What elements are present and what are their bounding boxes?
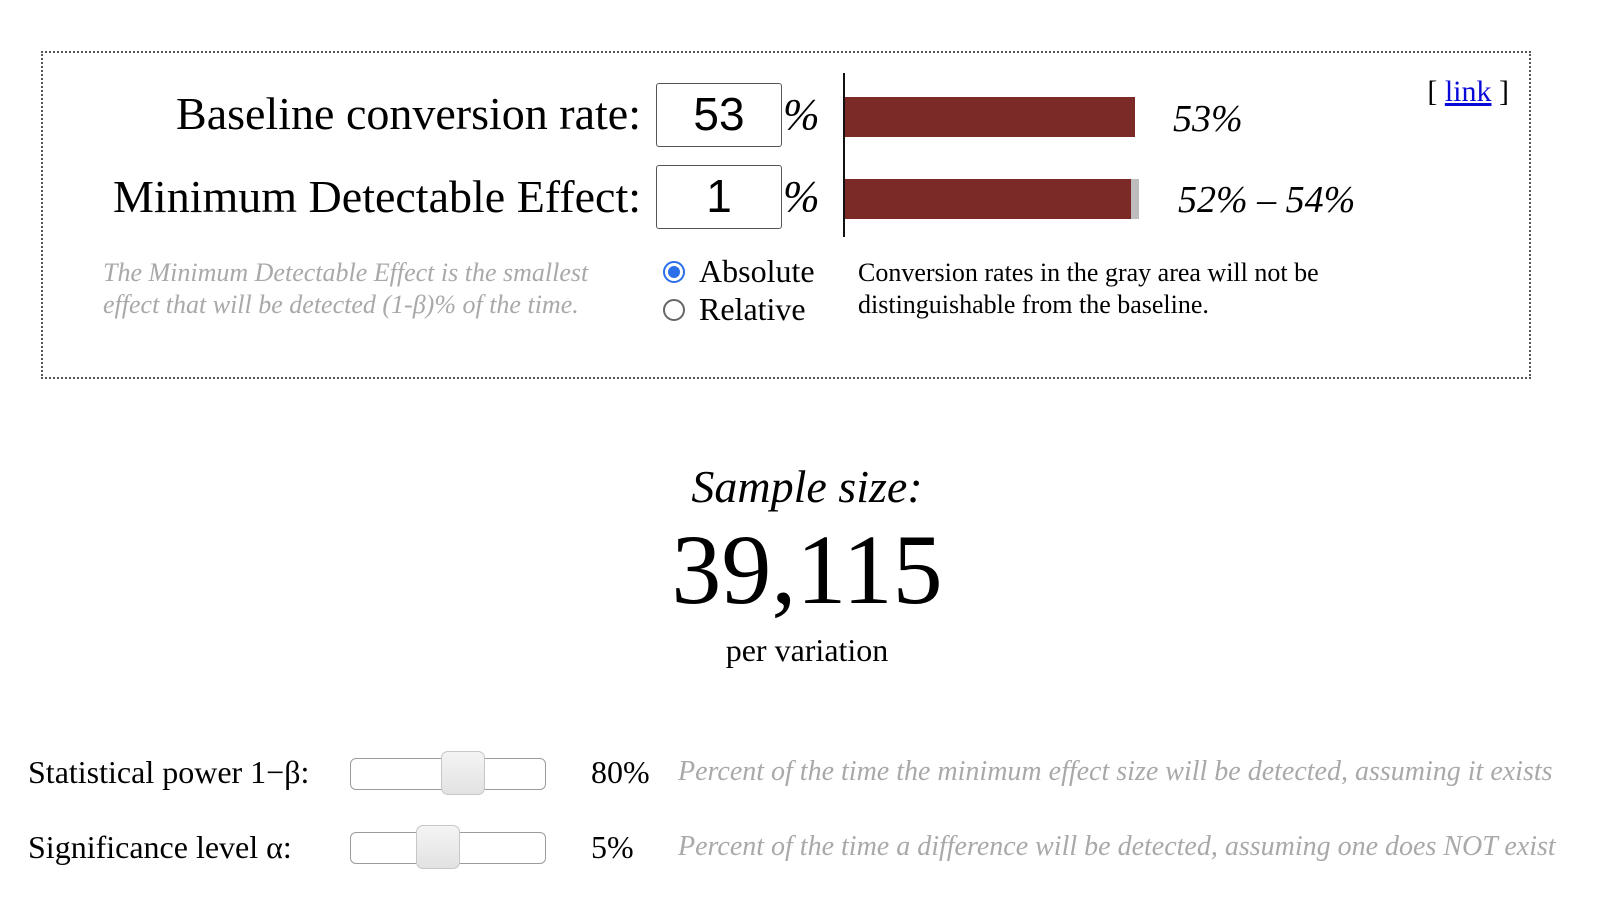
power-slider-thumb[interactable]	[441, 751, 485, 795]
power-value: 80%	[591, 754, 650, 790]
baseline-unit: %	[783, 90, 820, 139]
permalink: [ link ]	[1427, 75, 1509, 108]
radio-absolute[interactable]: Absolute	[663, 253, 815, 290]
baseline-bar	[845, 97, 1135, 137]
mde-gray-area	[1131, 179, 1139, 219]
radio-relative-label: Relative	[699, 291, 806, 327]
significance-value: 5%	[591, 829, 634, 865]
link-anchor[interactable]: link	[1444, 75, 1492, 108]
power-description: Percent of the time the minimum effect s…	[678, 756, 1553, 787]
radio-relative[interactable]: Relative	[663, 291, 806, 328]
radio-relative-icon[interactable]	[663, 298, 685, 321]
radio-absolute-icon[interactable]	[663, 260, 685, 283]
mde-bar	[845, 179, 1131, 219]
significance-slider-thumb[interactable]	[416, 825, 460, 869]
mde-label: Minimum Detectable Effect:	[113, 171, 641, 222]
significance-slider[interactable]	[350, 825, 546, 869]
sample-size-title: Sample size:	[691, 461, 923, 512]
bar-axis	[843, 73, 845, 237]
radio-absolute-label: Absolute	[699, 253, 815, 289]
mde-input[interactable]: 1	[656, 165, 782, 229]
baseline-input[interactable]: 53	[656, 83, 782, 147]
mde-bar-label: 52% – 54%	[1178, 179, 1356, 221]
sample-size-value: 39,115	[671, 514, 943, 625]
significance-label: Significance level α:	[28, 829, 292, 865]
power-label: Statistical power 1−β:	[28, 754, 310, 790]
mde-hint: The Minimum Detectable Effect is the sma…	[103, 258, 589, 319]
input-panel: [ link ] Baseline conversion rate: 53 % …	[41, 51, 1531, 379]
sample-size-unit: per variation	[725, 632, 889, 668]
mde-unit: %	[783, 172, 820, 221]
baseline-label: Baseline conversion rate:	[176, 88, 641, 139]
significance-description: Percent of the time a difference will be…	[678, 831, 1556, 862]
baseline-bar-label: 53%	[1173, 98, 1243, 140]
power-slider[interactable]	[350, 751, 546, 795]
gray-area-note: Conversion rates in the gray area will n…	[858, 258, 1319, 319]
